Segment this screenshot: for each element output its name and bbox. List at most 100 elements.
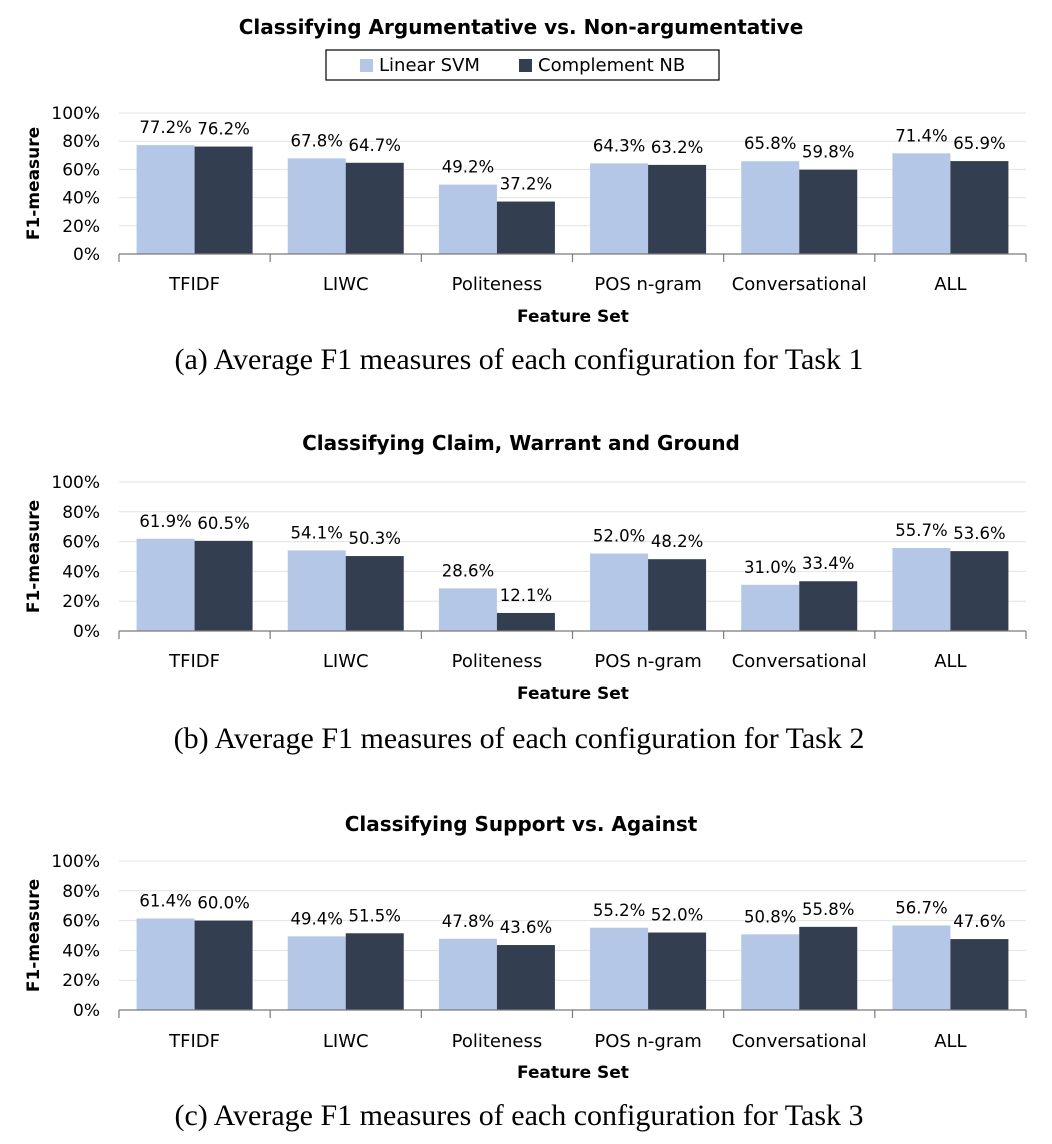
bar-linear-svm-2 bbox=[438, 588, 497, 631]
data-label: 64.3% bbox=[593, 136, 645, 155]
data-label: 64.7% bbox=[349, 136, 401, 155]
y-axis-title: F1-measure bbox=[24, 879, 44, 992]
bar-linear-svm-1 bbox=[287, 550, 346, 631]
bar-complement-nb-5 bbox=[950, 939, 1009, 1010]
chart-title: Classifying Claim, Warrant and Ground bbox=[302, 431, 740, 455]
data-label: 12.1% bbox=[500, 586, 552, 605]
x-category-label: ALL bbox=[934, 651, 966, 672]
bar-complement-nb-1 bbox=[345, 933, 404, 1010]
x-category-label: LIWC bbox=[323, 1031, 369, 1052]
bar-complement-nb-4 bbox=[799, 926, 858, 1010]
x-category-label: LIWC bbox=[323, 651, 369, 672]
bar-linear-svm-1 bbox=[287, 158, 346, 254]
data-label: 49.4% bbox=[291, 909, 343, 928]
bar-linear-svm-3 bbox=[590, 163, 649, 254]
y-tick-label: 60% bbox=[62, 533, 100, 553]
data-label: 31.0% bbox=[744, 558, 796, 577]
y-axis-title: F1-measure bbox=[24, 127, 44, 240]
bar-complement-nb-2 bbox=[496, 201, 555, 254]
bar-complement-nb-3 bbox=[648, 932, 707, 1010]
data-label: 53.6% bbox=[953, 524, 1005, 543]
bar-linear-svm-5 bbox=[892, 548, 951, 631]
x-category-label: Conversational bbox=[732, 1031, 867, 1052]
x-category-label: POS n-gram bbox=[594, 651, 701, 672]
legend: Linear SVM Complement NB bbox=[325, 49, 720, 81]
data-label: 50.8% bbox=[744, 907, 796, 926]
data-label: 61.4% bbox=[139, 892, 191, 911]
data-label: 48.2% bbox=[651, 532, 703, 551]
data-label: 55.7% bbox=[895, 521, 947, 540]
bar-linear-svm-4 bbox=[741, 584, 800, 631]
bar-linear-svm-3 bbox=[590, 553, 649, 631]
bar-linear-svm-3 bbox=[590, 927, 649, 1010]
data-label: 63.2% bbox=[651, 138, 703, 157]
figure-caption: (b) Average F1 measures of each configur… bbox=[174, 722, 865, 755]
legend-swatch-complement-nb bbox=[519, 59, 532, 72]
bar-complement-nb-3 bbox=[648, 559, 707, 631]
data-label: 33.4% bbox=[802, 554, 854, 573]
bar-linear-svm-0 bbox=[136, 538, 195, 631]
x-category-label: ALL bbox=[934, 274, 966, 295]
y-tick-label: 80% bbox=[62, 882, 100, 902]
bar-complement-nb-1 bbox=[345, 556, 404, 631]
y-tick-label: 100% bbox=[51, 473, 100, 493]
y-tick-label: 40% bbox=[62, 562, 100, 582]
x-category-label: TFIDF bbox=[168, 1031, 220, 1052]
data-label: 47.8% bbox=[442, 912, 494, 931]
y-tick-label: 0% bbox=[73, 1001, 100, 1021]
data-label: 55.2% bbox=[593, 901, 645, 920]
data-label: 71.4% bbox=[895, 126, 947, 145]
data-label: 77.2% bbox=[139, 118, 191, 137]
figure-caption: (a) Average F1 measures of each configur… bbox=[174, 343, 863, 376]
bar-complement-nb-2 bbox=[496, 945, 555, 1010]
bar-complement-nb-3 bbox=[648, 164, 707, 254]
data-label: 60.5% bbox=[197, 514, 249, 533]
data-label: 50.3% bbox=[349, 529, 401, 548]
x-category-label: Conversational bbox=[732, 651, 867, 672]
data-label: 61.9% bbox=[139, 512, 191, 531]
chart-title: Classifying Support vs. Against bbox=[345, 812, 698, 836]
y-tick-label: 100% bbox=[51, 852, 100, 872]
data-label: 55.8% bbox=[802, 900, 854, 919]
bar-complement-nb-2 bbox=[496, 612, 555, 631]
bar-complement-nb-0 bbox=[194, 920, 253, 1010]
legend-label-complement-nb: Complement NB bbox=[538, 55, 685, 76]
y-axis-title: F1-measure bbox=[24, 500, 44, 613]
x-category-label: TFIDF bbox=[168, 274, 220, 295]
x-category-label: Politeness bbox=[452, 1031, 543, 1052]
data-label: 56.7% bbox=[895, 899, 947, 918]
x-category-label: Politeness bbox=[452, 274, 543, 295]
data-label: 65.9% bbox=[953, 134, 1005, 153]
x-category-label: Politeness bbox=[452, 651, 543, 672]
chart-panel-2: Classifying Claim, Warrant and Ground 0% 2… bbox=[24, 431, 1027, 755]
bar-complement-nb-5 bbox=[950, 551, 1009, 631]
x-category-label: LIWC bbox=[323, 274, 369, 295]
x-category-label: Conversational bbox=[732, 274, 867, 295]
data-label: 49.2% bbox=[442, 158, 494, 177]
data-label: 28.6% bbox=[442, 561, 494, 580]
data-label: 65.8% bbox=[744, 134, 796, 153]
x-axis-title: Feature Set bbox=[517, 684, 629, 704]
data-label: 76.2% bbox=[197, 120, 249, 139]
data-label: 47.6% bbox=[953, 912, 1005, 931]
bar-linear-svm-5 bbox=[892, 925, 951, 1010]
chart-panel-3: Classifying Support vs. Against 0% 20% 40% 6… bbox=[24, 812, 1027, 1132]
data-label: 59.8% bbox=[802, 143, 854, 162]
data-label: 37.2% bbox=[500, 175, 552, 194]
x-axis-title: Feature Set bbox=[517, 1063, 629, 1083]
x-category-label: POS n-gram bbox=[594, 274, 701, 295]
legend-swatch-linear-svm bbox=[360, 59, 373, 72]
y-tick-label: 60% bbox=[62, 160, 100, 180]
y-tick-label: 40% bbox=[62, 189, 100, 209]
y-tick-label: 100% bbox=[51, 104, 100, 124]
data-label: 51.5% bbox=[349, 906, 401, 925]
y-tick-label: 20% bbox=[62, 971, 100, 991]
data-label: 54.1% bbox=[291, 523, 343, 542]
bar-linear-svm-0 bbox=[136, 918, 195, 1010]
bar-linear-svm-4 bbox=[741, 161, 800, 254]
bar-linear-svm-4 bbox=[741, 934, 800, 1010]
y-tick-label: 20% bbox=[62, 217, 100, 237]
x-category-label: POS n-gram bbox=[594, 1031, 701, 1052]
x-category-label: TFIDF bbox=[168, 651, 220, 672]
bar-complement-nb-0 bbox=[194, 540, 253, 631]
